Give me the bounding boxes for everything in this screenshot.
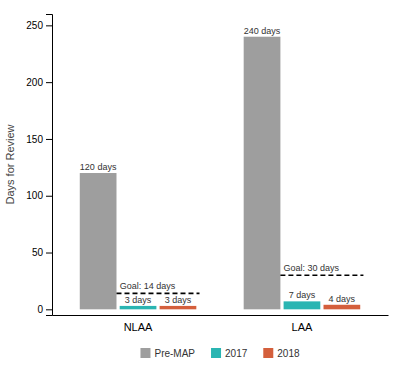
legend-swatch — [211, 348, 221, 358]
y-tick: 150 — [26, 134, 52, 145]
legend-label: 2017 — [225, 348, 248, 359]
y-axis-title: Days for Review — [4, 124, 16, 204]
y-tick-label: 0 — [37, 304, 43, 315]
y-tick-mark — [46, 82, 52, 83]
x-tick-label: NLAA — [124, 321, 153, 333]
legend-item: Pre-MAP — [140, 348, 195, 359]
data-label: 4 days — [329, 294, 356, 304]
data-label: 240 days — [244, 26, 281, 36]
y-tick-label: 200 — [26, 77, 43, 88]
goal-label: Goal: 30 days — [284, 263, 340, 273]
y-tick-mark — [46, 25, 52, 26]
bar — [80, 173, 117, 309]
bar-series — [80, 37, 281, 310]
bar — [284, 301, 321, 309]
y-tick-mark — [46, 253, 52, 254]
data-label: 120 days — [80, 162, 117, 172]
y-tick-label: 100 — [26, 190, 43, 201]
y-tick: 0 — [37, 304, 52, 315]
bar — [244, 37, 281, 310]
x-axis-line — [53, 315, 389, 316]
chart-svg: 0 50 100 150 200 250 NLAA LAA Days for Review 120… — [0, 0, 400, 367]
y-axis: 0 50 100 150 200 250 — [26, 15, 52, 316]
legend-swatch — [140, 348, 150, 358]
y-tick-mark — [46, 196, 52, 197]
legend: Pre-MAP 2017 2018 — [140, 348, 299, 359]
y-tick-mark — [46, 309, 52, 310]
y-tick: 250 — [26, 20, 52, 31]
x-tick: NLAA — [124, 321, 153, 333]
legend-label: Pre-MAP — [154, 348, 195, 359]
y-tick-mark — [46, 139, 52, 140]
y-tick-label: 50 — [32, 247, 44, 258]
legend-item: 2017 — [211, 348, 248, 359]
bar — [120, 306, 157, 309]
chart-container: 0 50 100 150 200 250 NLAA LAA Days for Review 120… — [0, 0, 400, 367]
y-tick: 50 — [32, 247, 52, 258]
data-label: 7 days — [289, 290, 316, 300]
goal-label: Goal: 14 days — [120, 281, 176, 291]
goal-line — [280, 274, 363, 276]
plot-area — [80, 37, 364, 310]
y-axis-line — [46, 15, 53, 316]
data-label: 3 days — [125, 295, 152, 305]
data-label: 3 days — [165, 295, 192, 305]
legend-label: 2018 — [277, 348, 300, 359]
labels: 120 days 240 days 3 days 7 days 3 days 4 days… — [80, 26, 356, 305]
legend-swatch — [263, 348, 273, 358]
bar-series — [160, 305, 361, 310]
x-tick: LAA — [292, 321, 313, 333]
y-tick: 200 — [26, 77, 52, 88]
y-tick-label: 150 — [26, 134, 43, 145]
y-tick: 100 — [26, 190, 52, 201]
bar — [160, 306, 197, 309]
bar — [324, 305, 361, 310]
legend-item: 2018 — [263, 348, 300, 359]
x-axis: NLAA LAA — [53, 316, 389, 333]
x-tick-label: LAA — [292, 321, 313, 333]
y-tick-label: 250 — [26, 20, 43, 31]
